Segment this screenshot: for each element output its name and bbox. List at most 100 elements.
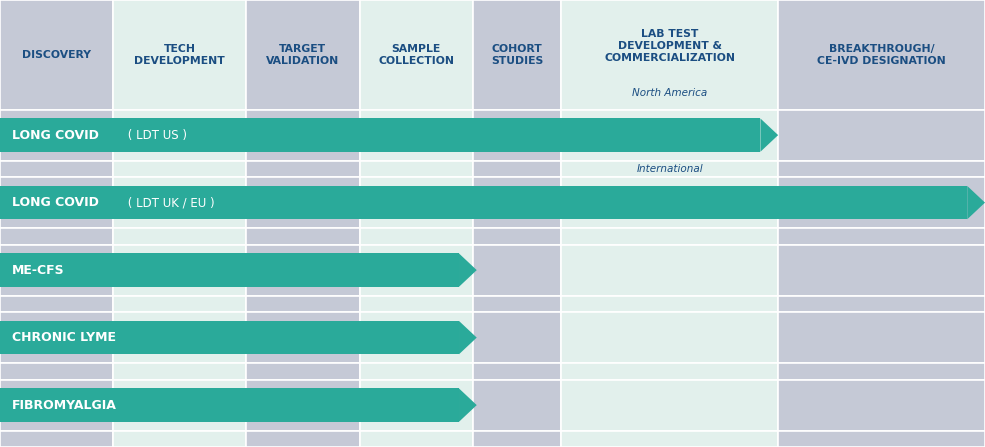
Bar bbox=[113, 161, 246, 177]
Bar bbox=[246, 296, 360, 312]
Text: SAMPLE
COLLECTION: SAMPLE COLLECTION bbox=[378, 43, 454, 66]
Bar bbox=[561, 363, 778, 380]
Bar bbox=[113, 110, 246, 161]
Bar bbox=[778, 245, 985, 296]
Bar bbox=[0, 296, 113, 312]
Bar bbox=[473, 110, 561, 161]
Bar bbox=[778, 380, 985, 431]
Bar bbox=[113, 363, 246, 380]
Bar bbox=[0, 253, 459, 287]
Text: TARGET
VALIDATION: TARGET VALIDATION bbox=[266, 43, 340, 66]
Polygon shape bbox=[459, 388, 477, 422]
Bar bbox=[473, 380, 561, 431]
Text: FIBROMYALGIA: FIBROMYALGIA bbox=[12, 399, 116, 412]
Bar bbox=[473, 161, 561, 177]
Bar bbox=[561, 312, 778, 363]
Text: International: International bbox=[636, 164, 703, 174]
Text: TECH
DEVELOPMENT: TECH DEVELOPMENT bbox=[134, 43, 226, 66]
Bar bbox=[561, 161, 778, 177]
Polygon shape bbox=[459, 321, 477, 354]
Bar bbox=[113, 177, 246, 228]
Bar bbox=[561, 245, 778, 296]
Bar bbox=[561, 228, 778, 245]
Bar bbox=[473, 312, 561, 363]
Bar bbox=[778, 110, 985, 161]
Bar bbox=[473, 431, 561, 447]
Bar bbox=[561, 431, 778, 447]
Bar bbox=[113, 312, 246, 363]
Bar bbox=[0, 321, 459, 354]
Bar bbox=[246, 177, 360, 228]
Bar bbox=[0, 363, 113, 380]
Text: ( LDT UK / EU ): ( LDT UK / EU ) bbox=[124, 196, 215, 209]
Text: CHRONIC LYME: CHRONIC LYME bbox=[12, 331, 116, 344]
Bar bbox=[0, 245, 113, 296]
Bar bbox=[360, 228, 473, 245]
Bar bbox=[473, 228, 561, 245]
Bar bbox=[0, 177, 113, 228]
Bar bbox=[0, 110, 113, 161]
Polygon shape bbox=[760, 118, 778, 152]
Bar bbox=[0, 186, 967, 219]
Bar bbox=[246, 245, 360, 296]
Bar bbox=[246, 363, 360, 380]
Bar bbox=[778, 177, 985, 228]
Text: COHORT
STUDIES: COHORT STUDIES bbox=[491, 43, 544, 66]
Bar bbox=[778, 0, 985, 110]
Bar bbox=[473, 177, 561, 228]
Bar bbox=[778, 312, 985, 363]
Bar bbox=[246, 0, 360, 110]
Text: LONG COVID: LONG COVID bbox=[12, 129, 98, 142]
Bar bbox=[246, 228, 360, 245]
Bar bbox=[113, 431, 246, 447]
Bar bbox=[0, 431, 113, 447]
Bar bbox=[0, 312, 113, 363]
Bar bbox=[778, 363, 985, 380]
Bar bbox=[360, 431, 473, 447]
Bar bbox=[778, 431, 985, 447]
Bar bbox=[473, 296, 561, 312]
Bar bbox=[778, 296, 985, 312]
Bar bbox=[0, 228, 113, 245]
Text: ME-CFS: ME-CFS bbox=[12, 264, 64, 277]
Bar bbox=[113, 0, 246, 110]
Text: LONG COVID: LONG COVID bbox=[12, 196, 98, 209]
Bar bbox=[360, 110, 473, 161]
Bar bbox=[561, 177, 778, 228]
Text: ( LDT US ): ( LDT US ) bbox=[124, 129, 187, 142]
Bar bbox=[473, 0, 561, 110]
Bar bbox=[360, 296, 473, 312]
Bar bbox=[473, 245, 561, 296]
Bar bbox=[0, 0, 113, 110]
Bar bbox=[778, 161, 985, 177]
Bar bbox=[561, 110, 778, 161]
Bar bbox=[0, 118, 760, 152]
Text: DISCOVERY: DISCOVERY bbox=[22, 50, 92, 60]
Bar bbox=[360, 177, 473, 228]
Bar bbox=[0, 161, 113, 177]
Bar bbox=[246, 380, 360, 431]
Bar bbox=[360, 161, 473, 177]
Bar bbox=[246, 110, 360, 161]
Polygon shape bbox=[967, 186, 985, 219]
Bar bbox=[360, 380, 473, 431]
Bar bbox=[360, 0, 473, 110]
Text: LAB TEST
DEVELOPMENT &
COMMERCIALIZATION: LAB TEST DEVELOPMENT & COMMERCIALIZATION bbox=[605, 29, 735, 63]
Bar bbox=[360, 312, 473, 363]
Bar bbox=[561, 296, 778, 312]
Bar bbox=[0, 380, 113, 431]
Text: North America: North America bbox=[632, 89, 707, 98]
Bar bbox=[360, 245, 473, 296]
Bar bbox=[246, 312, 360, 363]
Bar bbox=[561, 0, 778, 110]
Bar bbox=[473, 363, 561, 380]
Bar bbox=[360, 363, 473, 380]
Polygon shape bbox=[459, 253, 477, 287]
Bar bbox=[778, 228, 985, 245]
Bar bbox=[246, 431, 360, 447]
Text: BREAKTHROUGH/
CE-IVD DESIGNATION: BREAKTHROUGH/ CE-IVD DESIGNATION bbox=[818, 43, 946, 66]
Bar bbox=[113, 296, 246, 312]
Bar bbox=[113, 228, 246, 245]
Bar bbox=[113, 245, 246, 296]
Bar bbox=[246, 161, 360, 177]
